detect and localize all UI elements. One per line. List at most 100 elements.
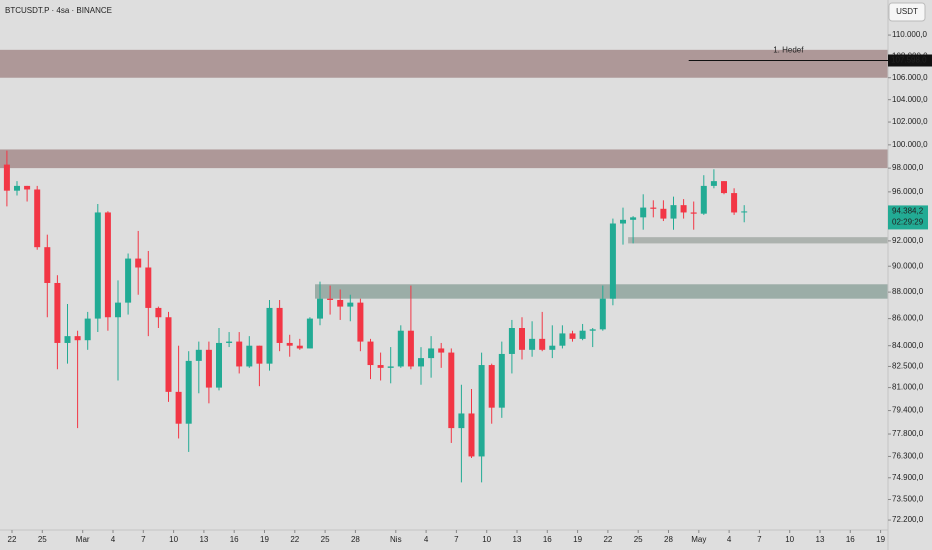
x-tick-label: 16 bbox=[846, 535, 855, 544]
x-tick-label: 7 bbox=[454, 535, 459, 544]
x-tick-label: 10 bbox=[482, 535, 491, 544]
candle-body bbox=[650, 207, 657, 209]
x-tick-label: 28 bbox=[351, 535, 360, 544]
x-tick-label: 19 bbox=[573, 535, 582, 544]
x-tick-label: 22 bbox=[290, 535, 299, 544]
candle-body bbox=[640, 207, 647, 218]
candle-body bbox=[630, 217, 637, 220]
x-tick-label: 10 bbox=[785, 535, 794, 544]
candle-body bbox=[165, 317, 172, 392]
x-tick-label: 10 bbox=[169, 535, 178, 544]
candle-body bbox=[387, 366, 394, 368]
countdown-label: 02:29:29 bbox=[892, 218, 924, 227]
candle-body bbox=[620, 219, 626, 224]
x-tick-label: 25 bbox=[321, 535, 330, 544]
target-price-tag bbox=[888, 54, 932, 67]
candle-body bbox=[236, 341, 243, 367]
candle-body bbox=[609, 223, 616, 299]
candle-body bbox=[135, 258, 142, 268]
candle-body bbox=[317, 298, 323, 319]
candle-body bbox=[660, 208, 667, 219]
candle-body bbox=[539, 338, 546, 350]
candle-body bbox=[549, 345, 556, 350]
candle-body bbox=[14, 185, 20, 191]
x-tick-label: 4 bbox=[424, 535, 429, 544]
candle-body bbox=[125, 258, 132, 303]
x-tick-label: 19 bbox=[260, 535, 269, 544]
chart-title: BTCUSDT.P · 4sa · BINANCE bbox=[5, 6, 112, 15]
x-tick-label: 25 bbox=[38, 535, 47, 544]
candle-body bbox=[407, 330, 414, 367]
candle-body bbox=[579, 330, 586, 339]
candle-body bbox=[448, 352, 455, 429]
candle-body bbox=[155, 307, 162, 318]
last-price-tag bbox=[888, 205, 928, 230]
y-tick-label: 72.200,0 bbox=[892, 515, 924, 524]
candle-body bbox=[104, 212, 111, 318]
x-tick-label: 22 bbox=[8, 535, 17, 544]
candle-body bbox=[690, 212, 697, 214]
candle-body bbox=[710, 181, 717, 186]
y-tick-label: 90.000,0 bbox=[892, 261, 924, 270]
candle-body bbox=[468, 413, 475, 457]
y-tick-label: 92.000,0 bbox=[892, 236, 924, 245]
candle-body bbox=[54, 282, 61, 343]
x-tick-label: Mar bbox=[76, 535, 90, 544]
x-tick-label: 7 bbox=[757, 535, 762, 544]
candle-body bbox=[347, 302, 354, 307]
candle-body bbox=[24, 185, 31, 190]
candle-body bbox=[488, 365, 495, 408]
x-tick-label: 7 bbox=[141, 535, 146, 544]
zone bbox=[0, 149, 888, 169]
candle-body bbox=[357, 302, 364, 342]
candle-body bbox=[44, 247, 51, 283]
y-tick-label: 96.000,0 bbox=[892, 187, 924, 196]
target-price-label: 107.598,0 bbox=[891, 56, 927, 65]
currency-button[interactable] bbox=[888, 2, 926, 22]
candle-body bbox=[498, 353, 505, 408]
y-tick-label: 106.000,0 bbox=[892, 73, 928, 82]
candle-body bbox=[286, 342, 293, 346]
candle-body bbox=[205, 349, 212, 388]
candle-body bbox=[397, 330, 404, 367]
candle-body bbox=[84, 318, 91, 341]
candle-body bbox=[185, 360, 192, 424]
candle-body bbox=[680, 205, 687, 213]
candle-body bbox=[428, 348, 435, 359]
candle-body bbox=[246, 345, 253, 367]
candle-body bbox=[145, 267, 152, 308]
currency-label[interactable]: USDT bbox=[896, 7, 918, 16]
y-tick-label: 84.000,0 bbox=[892, 341, 924, 350]
candle-body bbox=[569, 333, 576, 339]
y-tick-label: 74.900,0 bbox=[892, 473, 924, 482]
x-tick-label: 25 bbox=[634, 535, 643, 544]
x-tick-label: 4 bbox=[727, 535, 732, 544]
candle-body bbox=[741, 211, 748, 213]
x-tick-label: 13 bbox=[816, 535, 825, 544]
candle-body bbox=[599, 298, 606, 330]
target-label: 1. Hedef bbox=[773, 46, 804, 55]
candle-body bbox=[175, 391, 182, 424]
y-tick-label: 81.000,0 bbox=[892, 383, 924, 392]
candle-body bbox=[589, 329, 596, 331]
y-tick-label: 73.500,0 bbox=[892, 495, 924, 504]
candle-body bbox=[438, 348, 445, 353]
y-tick-label: 110.000,0 bbox=[892, 30, 928, 39]
y-tick-label: 88.000,0 bbox=[892, 287, 924, 296]
candle-body bbox=[226, 341, 233, 343]
last-price-label: 94.384,2 bbox=[892, 207, 924, 216]
candle-body bbox=[529, 338, 536, 350]
candle-body bbox=[478, 365, 485, 457]
candle-body bbox=[377, 365, 384, 368]
candle-body bbox=[94, 212, 101, 319]
x-tick-label: 16 bbox=[543, 535, 552, 544]
candle-body bbox=[74, 336, 81, 341]
x-tick-label: 13 bbox=[199, 535, 208, 544]
x-tick-label: 22 bbox=[603, 535, 612, 544]
candle-body bbox=[721, 181, 727, 194]
candle-body bbox=[367, 341, 374, 366]
candle-body bbox=[458, 413, 465, 429]
